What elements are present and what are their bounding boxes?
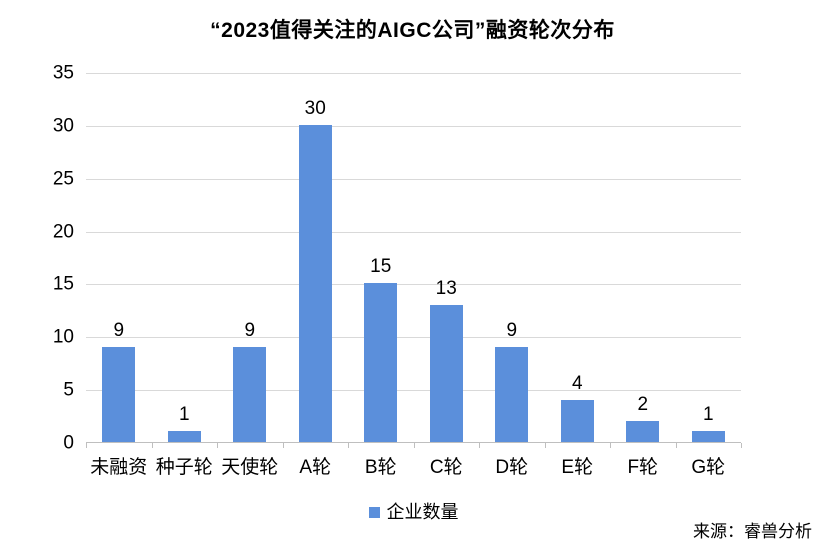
- bar-value-label: 9: [506, 319, 518, 341]
- x-tick-label: D轮: [495, 457, 529, 478]
- bar-C轮: [429, 304, 463, 442]
- bar-G轮: [691, 431, 725, 442]
- bar-E轮: [560, 399, 594, 442]
- gridline: [86, 337, 741, 339]
- y-tick-label: 0: [63, 432, 74, 454]
- bar-value-label: 9: [113, 319, 125, 341]
- bar-value-label: 9: [244, 319, 256, 341]
- x-axis-tick: [217, 443, 218, 448]
- y-tick-label: 35: [52, 62, 74, 84]
- bar-D轮: [495, 346, 529, 442]
- y-axis-labels: 0 5 10 15 20 25 30 35: [0, 64, 74, 453]
- bar-F轮: [626, 420, 660, 442]
- y-tick-label: 25: [52, 168, 74, 190]
- legend-label: 企业数量: [386, 502, 459, 522]
- x-axis-tick: [741, 443, 742, 448]
- x-tick-label: C轮: [429, 457, 463, 478]
- x-tick-label: 天使轮: [221, 457, 279, 478]
- y-tick-label: 15: [52, 273, 74, 295]
- x-axis-tick: [86, 443, 87, 448]
- x-axis-tick: [610, 443, 611, 448]
- bar-value-label: 1: [702, 404, 714, 426]
- source-text: 来源：睿兽分析: [693, 521, 812, 541]
- x-tick-label: B轮: [364, 457, 397, 478]
- x-tick-label: F轮: [627, 457, 659, 478]
- y-tick-label: 5: [63, 379, 74, 401]
- bar-value-label: 1: [178, 404, 190, 426]
- bar-value-label: 30: [304, 97, 326, 119]
- legend: 企业数量: [86, 503, 741, 521]
- gridline: [86, 284, 741, 286]
- x-tick-label: 未融资: [90, 457, 148, 478]
- gridline: [86, 178, 741, 180]
- x-axis-line: [86, 442, 741, 443]
- gridline: [86, 231, 741, 233]
- gridline: [86, 125, 741, 127]
- bar-B轮: [364, 283, 398, 442]
- x-axis-tick: [151, 443, 153, 448]
- x-axis-tick: [282, 443, 284, 448]
- y-tick-label: 30: [52, 115, 74, 137]
- bar-value-label: 13: [435, 277, 457, 299]
- bar-value-label: 2: [637, 393, 649, 415]
- plot-area: 9 1 9 30 15 13 9 4 2 1 未融资 种子轮 天使轮 A轮 B轮 C轮 D轮 E轮 F轮 G轮: [86, 73, 742, 477]
- x-tick-label: G轮: [691, 457, 726, 478]
- x-axis-tick: [348, 443, 349, 448]
- x-axis-tick: [479, 443, 480, 448]
- bar-天使轮: [233, 346, 267, 442]
- bar-种子轮: [167, 431, 201, 442]
- legend-swatch-icon: [368, 506, 380, 518]
- gridline: [86, 73, 741, 74]
- bar-未融资: [102, 346, 136, 442]
- bar-value-label: 4: [571, 372, 583, 394]
- bar-A轮: [298, 124, 332, 442]
- x-axis-tick: [544, 443, 546, 448]
- y-tick-label: 20: [52, 221, 74, 243]
- x-tick-label: A轮: [299, 457, 332, 478]
- chart-title: “2023值得关注的AIGC公司”融资轮次分布: [210, 19, 615, 42]
- x-axis-tick: [675, 443, 677, 448]
- x-tick-label: E轮: [561, 457, 594, 478]
- bar-value-label: 15: [370, 256, 392, 278]
- x-tick-label: 种子轮: [155, 457, 213, 478]
- x-axis-tick: [413, 443, 415, 448]
- y-tick-label: 10: [52, 326, 74, 348]
- gridline: [86, 390, 741, 392]
